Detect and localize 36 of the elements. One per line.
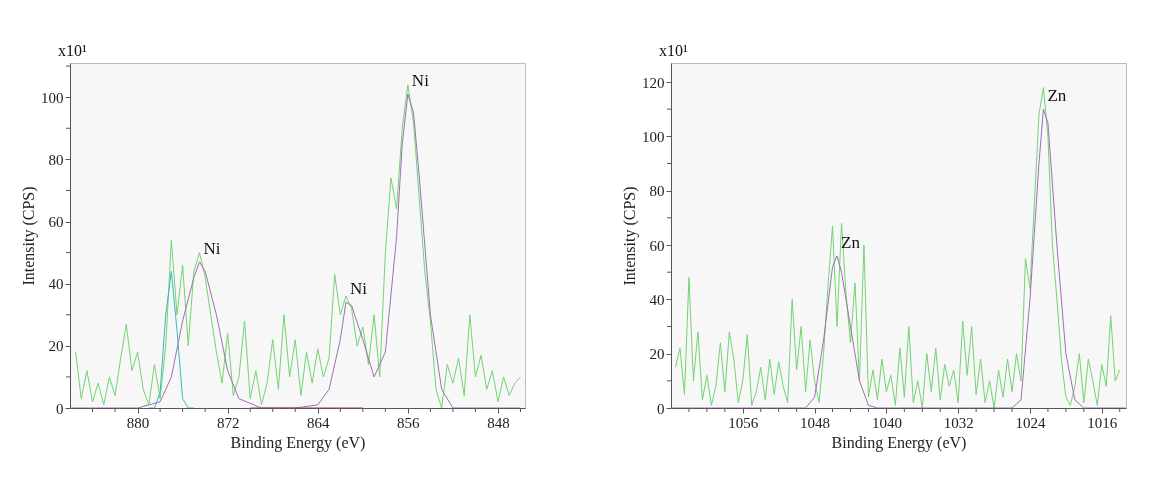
line-series	[148, 270, 195, 408]
y-axis-title: Intensity (CPS)	[20, 186, 38, 286]
y-tick-label: 40	[48, 276, 64, 293]
annotation: Zn	[841, 232, 861, 252]
y-tick-label: 0	[657, 400, 665, 417]
x-tick-label: 848	[487, 414, 510, 431]
x-tick-label: 1032	[943, 414, 974, 431]
y-tick-label: 20	[48, 338, 64, 355]
annotation: Zn	[1047, 86, 1067, 106]
y-tick-label: 80	[649, 183, 665, 200]
text: x10¹	[58, 42, 87, 59]
y-tick-label: 80	[48, 151, 64, 168]
text: x10¹	[659, 42, 688, 59]
y-axis-title: Intensity (CPS)	[621, 186, 639, 286]
x-tick-label: 1040	[871, 414, 902, 431]
y-tick-label: 100	[642, 128, 665, 145]
x-axis-title: Binding Energy (eV)	[230, 433, 366, 452]
annotation: Ni	[203, 238, 221, 258]
x-tick-label: 880	[126, 414, 150, 431]
y-tick-label: 40	[649, 291, 665, 308]
y-tick-label: 0	[56, 400, 64, 417]
x-tick-label: 864	[307, 414, 331, 431]
y-tick-label: 20	[649, 346, 665, 363]
x-tick-label: 872	[216, 414, 240, 431]
x-tick-label: 1056	[728, 414, 759, 431]
x-tick-label: 856	[397, 414, 421, 431]
x-tick-label: 1048	[800, 414, 831, 431]
y-tick-label: 60	[48, 214, 64, 231]
y-tick-label: 60	[649, 237, 665, 254]
y-tick-label: 120	[642, 74, 665, 91]
x-tick-label: 1016	[1087, 414, 1118, 431]
y-tick-label: 100	[41, 89, 64, 106]
annotation: Ni	[411, 71, 430, 91]
x-tick-label: 1024	[1015, 414, 1046, 431]
annotation: Ni	[349, 279, 368, 299]
x-axis-title: Binding Energy (eV)	[831, 433, 967, 452]
